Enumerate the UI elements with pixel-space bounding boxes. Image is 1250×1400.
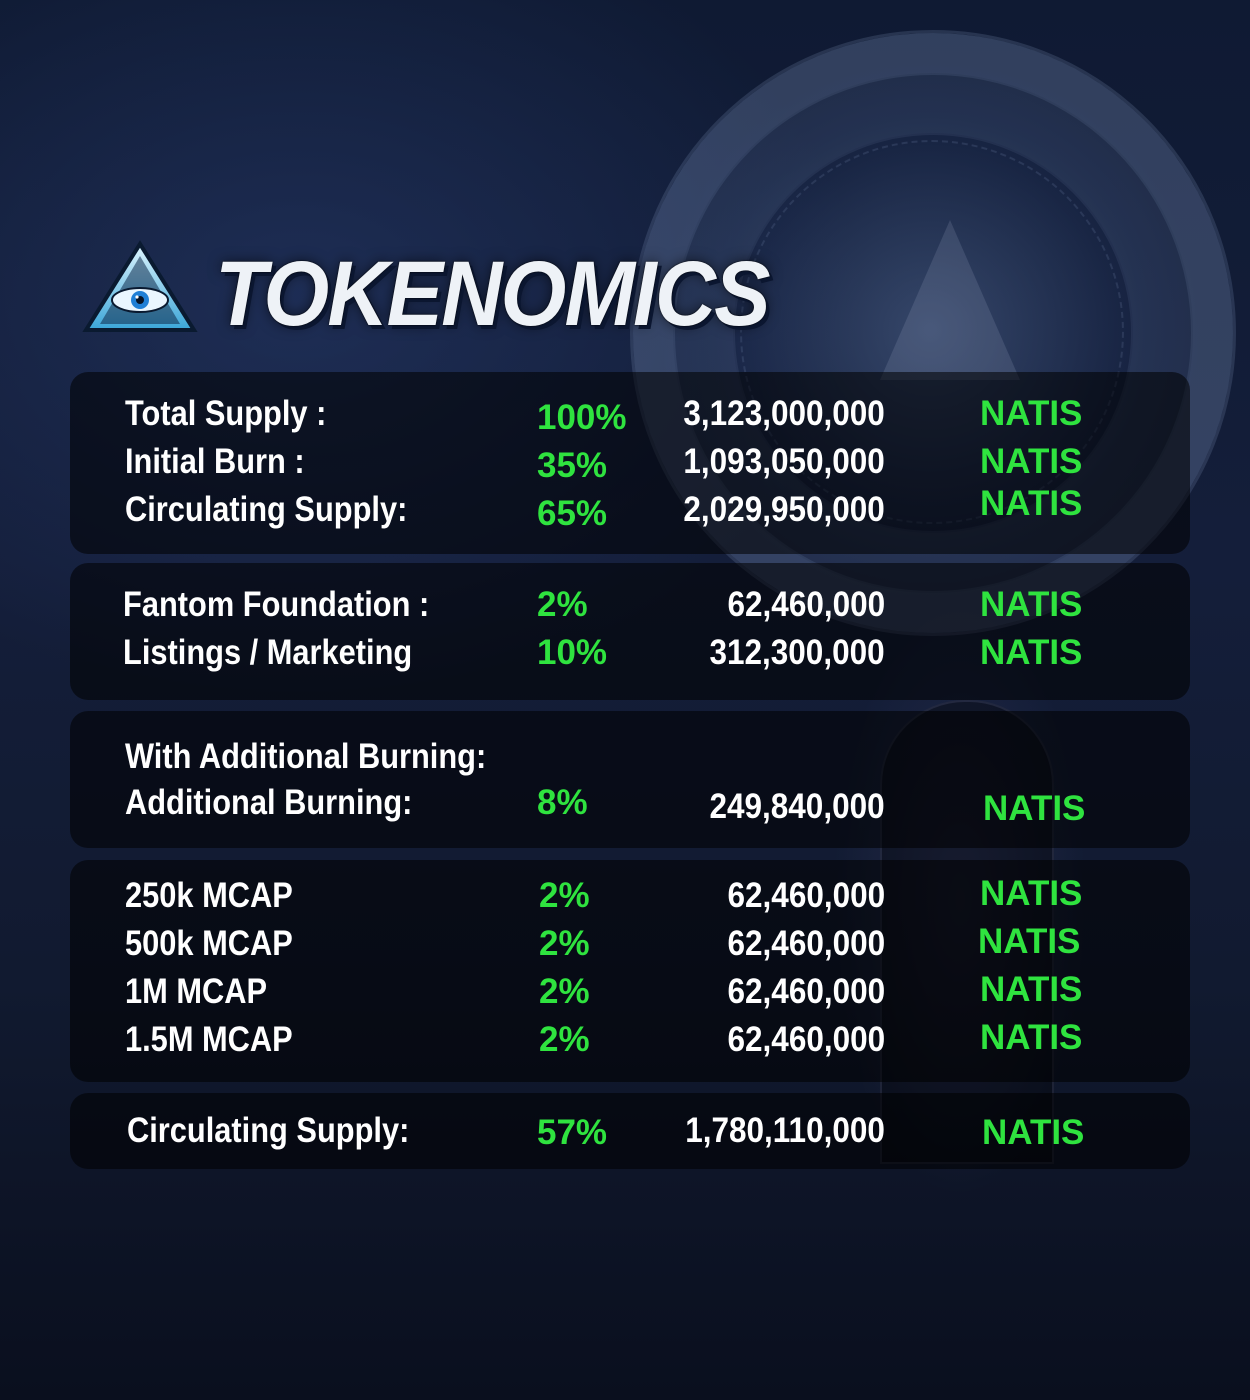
section-heading-label: With Additional Burning: [125, 737, 487, 776]
row-amount: 62,460,000 [727, 1020, 885, 1059]
row-label: 250k MCAP [125, 876, 293, 915]
row-token: NATIS [980, 874, 1083, 913]
table-row: Circulating Supply: 65% 2,029,950,000 NA… [70, 484, 1190, 533]
row-label: 1M MCAP [125, 972, 268, 1011]
row-percent: 57% [537, 1113, 608, 1152]
row-label: 500k MCAP [125, 924, 293, 963]
table-row: 250k MCAP 2% 62,460,000 NATIS [70, 874, 1190, 916]
row-percent: 65% [537, 494, 608, 533]
row-amount: 312,300,000 [709, 633, 885, 672]
row-percent: 100% [537, 398, 627, 437]
row-token: NATIS [980, 442, 1083, 481]
row-token: NATIS [983, 789, 1086, 828]
row-amount: 3,123,000,000 [683, 394, 885, 433]
row-percent: 2% [537, 585, 588, 624]
row-token: NATIS [980, 585, 1083, 624]
background-pyramid [880, 220, 1020, 380]
row-percent: 2% [539, 972, 590, 1011]
row-percent: 2% [539, 924, 590, 963]
row-label: Fantom Foundation : [123, 585, 430, 624]
row-token: NATIS [980, 633, 1083, 672]
table-row: Circulating Supply: 57% 1,780,110,000 NA… [70, 1111, 1190, 1152]
row-label: 1.5M MCAP [125, 1020, 293, 1059]
row-percent: 2% [539, 1020, 590, 1059]
final-circulating-panel: Circulating Supply: 57% 1,780,110,000 NA… [70, 1093, 1190, 1169]
row-label: Circulating Supply: [125, 490, 408, 529]
row-amount: 249,840,000 [709, 787, 885, 826]
table-row: Listings / Marketing 10% 312,300,000 NAT… [70, 633, 1190, 673]
row-percent: 8% [537, 783, 588, 822]
row-token: NATIS [978, 922, 1081, 961]
row-amount: 1,780,110,000 [685, 1111, 885, 1150]
row-label: Listings / Marketing [123, 633, 413, 672]
table-row: Additional Burning: 8% 249,840,000 NATIS [70, 783, 1190, 828]
row-amount: 62,460,000 [727, 924, 885, 963]
row-token: NATIS [980, 1018, 1083, 1057]
section-heading: With Additional Burning: [70, 737, 1190, 777]
page-title: TOKENOMICS [215, 243, 771, 345]
row-label: Initial Burn : [125, 442, 305, 481]
all-seeing-eye-pyramid-icon [82, 240, 198, 332]
table-row: 500k MCAP 2% 62,460,000 NATIS [70, 922, 1190, 964]
row-label: Additional Burning: [125, 783, 413, 822]
table-row: Total Supply : 100% 3,123,000,000 NATIS [70, 394, 1190, 437]
row-token: NATIS [982, 1113, 1085, 1152]
row-amount: 62,460,000 [727, 972, 885, 1011]
row-amount: 62,460,000 [727, 876, 885, 915]
row-percent: 2% [539, 876, 590, 915]
row-label: Circulating Supply: [127, 1111, 410, 1150]
table-row: 1M MCAP 2% 62,460,000 NATIS [70, 970, 1190, 1012]
supply-panel: Total Supply : 100% 3,123,000,000 NATIS … [70, 372, 1190, 554]
table-row: Fantom Foundation : 2% 62,460,000 NATIS [70, 585, 1190, 625]
row-amount: 62,460,000 [727, 585, 885, 624]
row-percent: 10% [537, 633, 608, 672]
mcap-burn-panel: 250k MCAP 2% 62,460,000 NATIS 500k MCAP … [70, 860, 1190, 1082]
table-row: Initial Burn : 35% 1,093,050,000 NATIS [70, 442, 1190, 485]
row-amount: 1,093,050,000 [683, 442, 885, 481]
table-row: 1.5M MCAP 2% 62,460,000 NATIS [70, 1018, 1190, 1060]
row-label: Total Supply : [125, 394, 327, 433]
allocation-panel: Fantom Foundation : 2% 62,460,000 NATIS … [70, 563, 1190, 700]
row-amount: 2,029,950,000 [683, 490, 885, 529]
row-token: NATIS [980, 970, 1083, 1009]
additional-burning-panel: With Additional Burning: Additional Burn… [70, 711, 1190, 848]
row-token: NATIS [980, 394, 1083, 433]
row-token: NATIS [980, 484, 1083, 523]
row-percent: 35% [537, 446, 608, 485]
